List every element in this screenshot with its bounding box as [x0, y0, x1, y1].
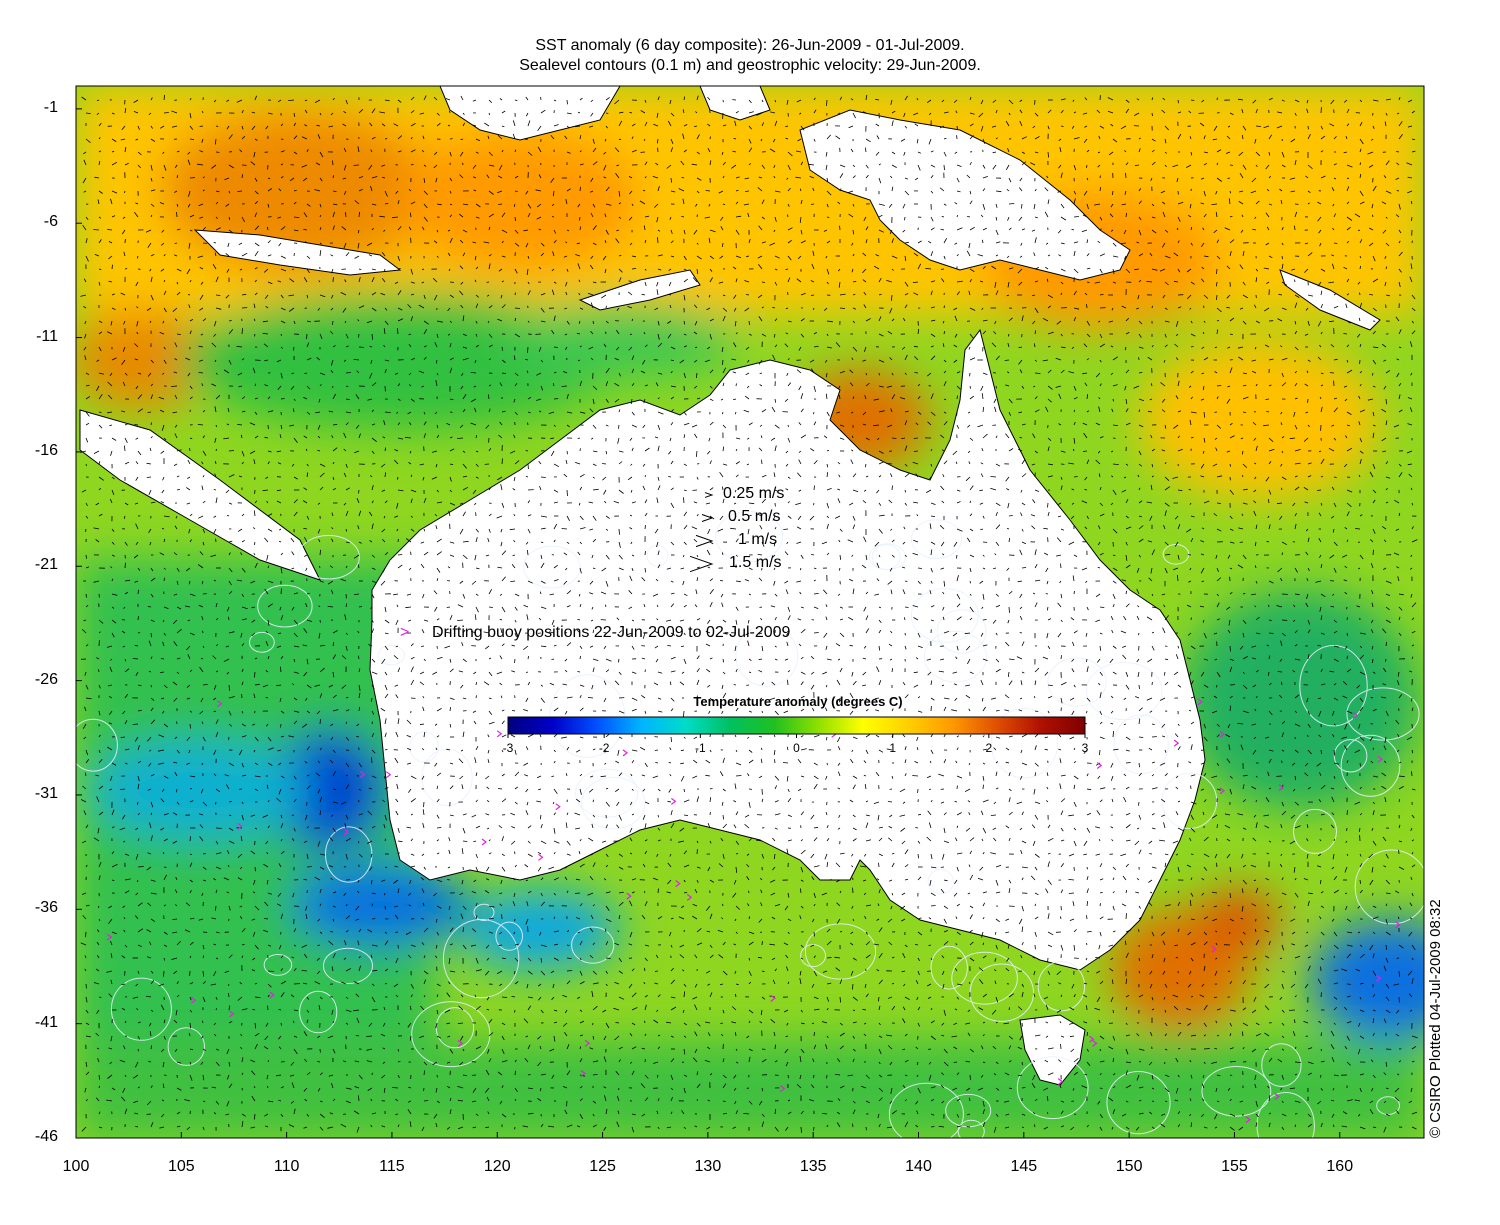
velocity-legend-label-0: 0.25 m/s	[723, 485, 785, 502]
tasmania-landmass	[1019, 1014, 1086, 1086]
colorbar-label-2: -1	[694, 741, 706, 755]
velocity-legend-arrow-3	[689, 555, 714, 573]
buoy-legend-marker: >	[400, 624, 410, 641]
lat-label-7: -36	[34, 899, 58, 917]
lat-label-2: -11	[36, 327, 58, 345]
lat-label-8: -41	[34, 1013, 58, 1031]
drifting-buoys	[106, 698, 1401, 1124]
lon-label-7: 135	[799, 1158, 827, 1175]
colorbar-label-3: 0	[793, 741, 800, 755]
velocity-legend-arrow-1	[701, 514, 714, 522]
lon-label-6: 130	[694, 1158, 722, 1175]
lon-label-11: 155	[1221, 1158, 1248, 1175]
velocity-legend-arrows	[689, 492, 714, 573]
new-guinea-landmass	[799, 109, 1131, 281]
colorbar-title: Temperature anomaly (degrees C)	[693, 694, 903, 709]
axis-ticks	[75, 108, 1341, 1139]
credit-text: © CSIRO Plotted 04-Jul-2009 08:32	[1427, 899, 1444, 1138]
lon-label-3: 115	[379, 1158, 405, 1175]
colorbar-label-4: 1	[889, 741, 896, 755]
land-masses	[79, 86, 1381, 1086]
buoy-legend-label: Drifting buoy positions 22-Jun-2009 to 0…	[432, 624, 791, 641]
solomon-islands	[1279, 269, 1381, 331]
lon-label-12: 160	[1326, 1158, 1354, 1175]
lat-label-9: -46	[34, 1128, 58, 1145]
lon-label-0: 100	[62, 1158, 90, 1175]
lon-label-9: 145	[1010, 1158, 1038, 1175]
colorbar-ticks	[507, 734, 1086, 738]
lon-label-2: 110	[273, 1158, 300, 1175]
colorbar	[507, 716, 1086, 735]
timor-landmass	[578, 269, 701, 311]
colorbar-label-1: -2	[598, 741, 610, 755]
velocity-field	[80, 94, 1418, 1133]
velocity-legend-label-2: 1 m/s	[738, 531, 778, 548]
sulawesi-landmass	[699, 86, 771, 121]
colorbar-label-5: 2	[985, 741, 993, 755]
title-line-2: Sealevel contours (0.1 m) and geostrophi…	[519, 57, 981, 74]
java-landmass	[193, 229, 402, 276]
lat-label-5: -26	[34, 670, 58, 688]
lon-label-4: 120	[483, 1158, 511, 1175]
lat-label-1: -6	[43, 213, 58, 231]
lon-label-5: 125	[589, 1158, 616, 1175]
colorbar-label-6: 3	[1081, 741, 1089, 755]
lat-label-6: -31	[34, 784, 58, 802]
lat-label-3: -16	[34, 441, 58, 459]
title-line-1: SST anomaly (6 day composite): 26-Jun-20…	[535, 37, 965, 54]
lon-label-1: 105	[167, 1158, 195, 1175]
anomaly-patches	[76, 86, 1424, 1138]
cloud-gap-west	[79, 409, 321, 581]
borneo-landmass	[439, 86, 621, 141]
colorbar-label-0: -3	[502, 741, 514, 755]
velocity-legend-label-3: 1.5 m/s	[729, 554, 782, 571]
velocity-legend-arrow-2	[695, 534, 714, 548]
velocity-legend-arrow-0	[704, 492, 714, 498]
lon-label-10: 150	[1115, 1158, 1143, 1175]
lat-label-4: -21	[34, 556, 58, 574]
velocity-legend-label-1: 0.5 m/s	[728, 508, 781, 525]
lat-label-0: -1	[43, 98, 58, 116]
lon-label-8: 140	[905, 1158, 932, 1175]
map-frame	[75, 85, 1425, 1139]
australia-landmass	[369, 328, 1206, 971]
